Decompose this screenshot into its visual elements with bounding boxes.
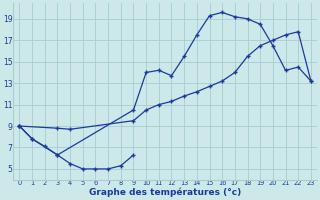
X-axis label: Graphe des températures (°c): Graphe des températures (°c) (89, 188, 241, 197)
